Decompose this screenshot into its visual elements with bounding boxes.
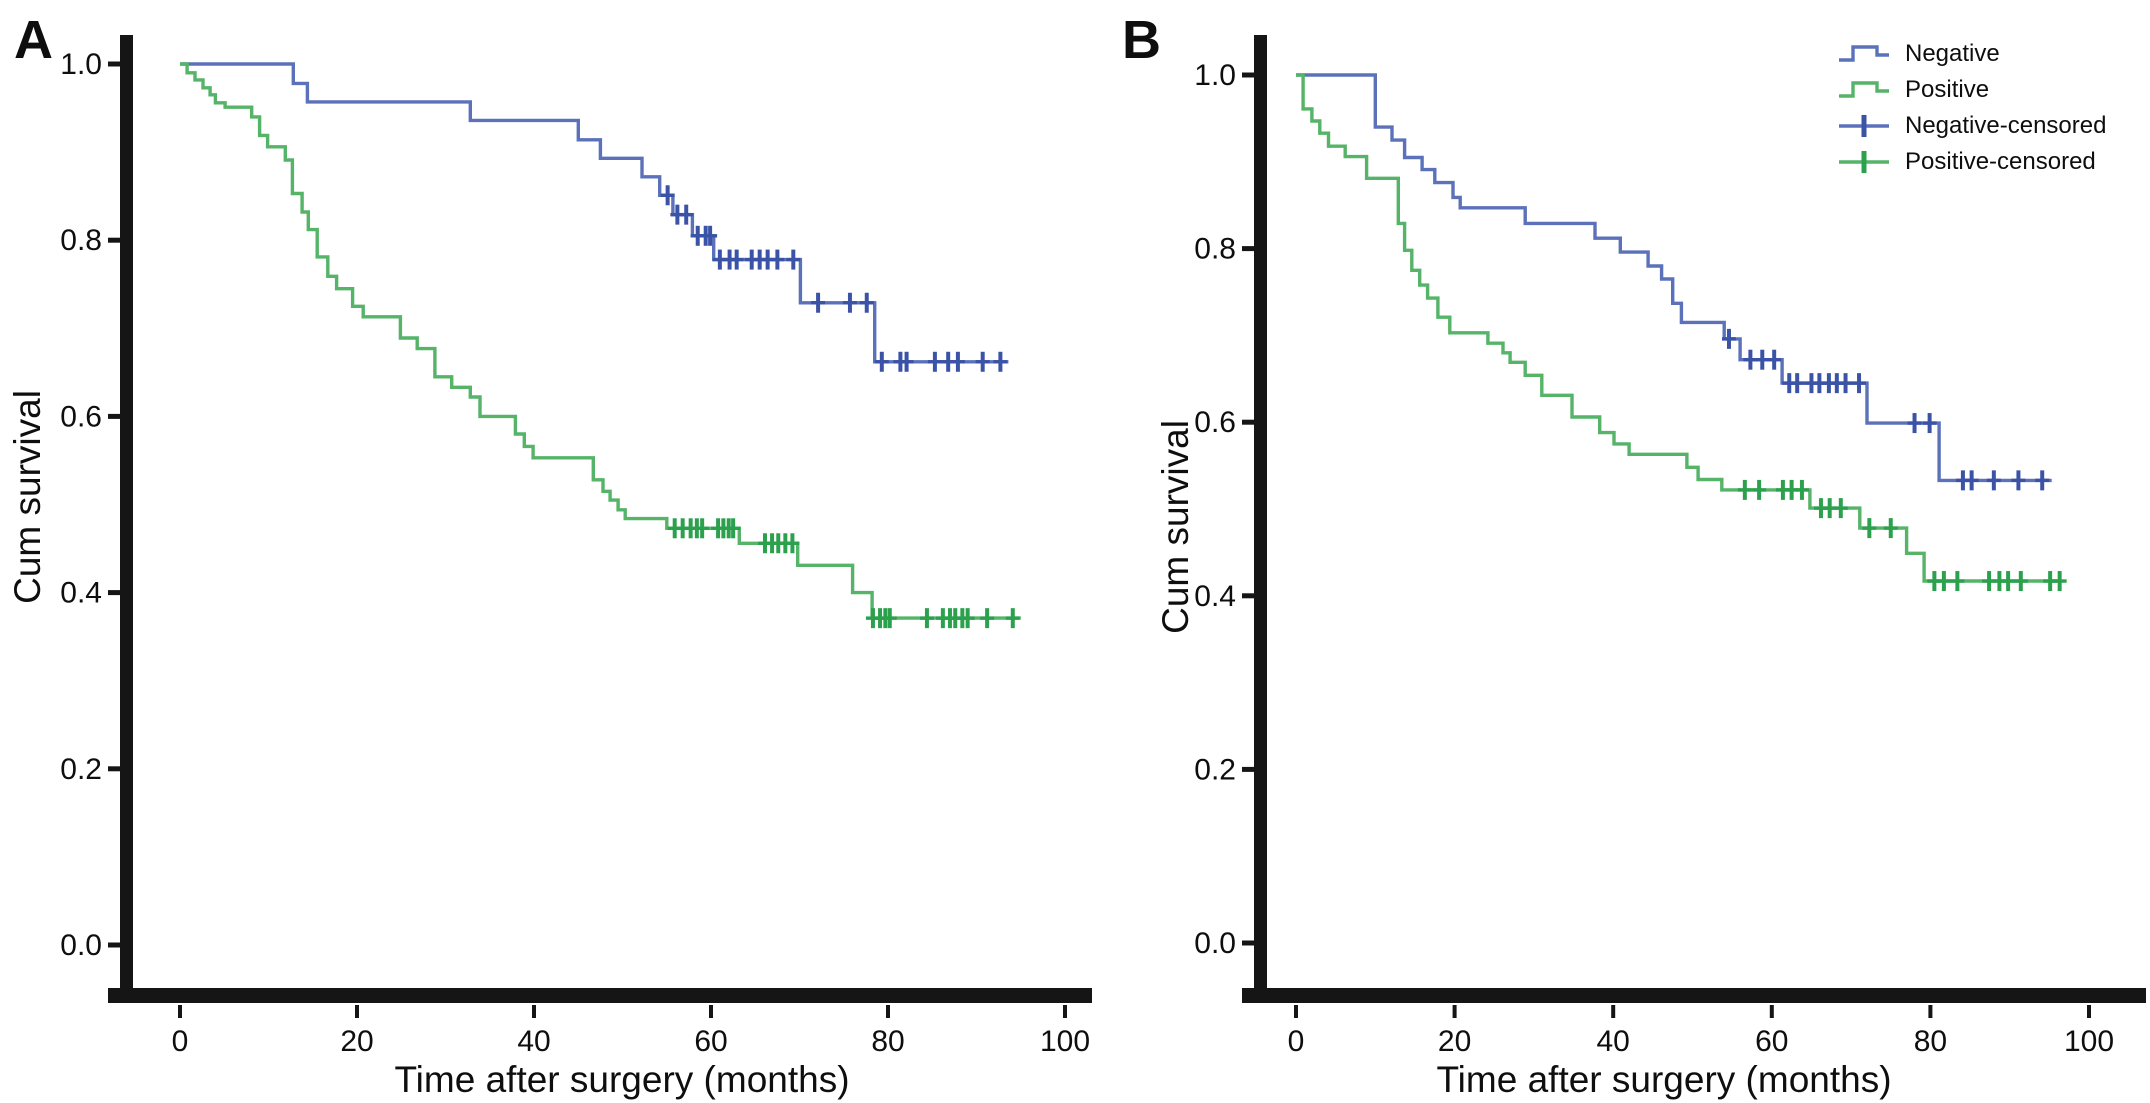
y-tick-label: 0.6 <box>1194 406 1236 439</box>
y-axis-tick <box>1242 72 1254 78</box>
x-axis-tick <box>1294 1005 1298 1018</box>
y-axis-bar <box>120 35 133 1003</box>
x-axis-tick <box>886 1005 890 1018</box>
y-tick-label: 0.2 <box>60 753 102 786</box>
x-axis-tick <box>178 1005 182 1018</box>
y-axis-tick <box>108 61 120 67</box>
y-axis-tick <box>108 413 120 419</box>
x-axis-tick <box>1452 1005 1457 1018</box>
x-axis-tick <box>532 1005 536 1018</box>
y-axis-tick <box>108 766 120 772</box>
x-tick-label: 20 <box>1438 1025 1471 1058</box>
panel-b-x-axis-title: Time after surgery (months) <box>1436 1059 1891 1100</box>
panel-b-letter: B <box>1122 10 1161 70</box>
y-axis-tick <box>108 590 120 596</box>
legend-item-negative: Negative <box>1836 36 2106 72</box>
x-axis-bar <box>108 988 1092 1003</box>
y-axis-tick <box>1242 593 1254 599</box>
x-tick-label: 60 <box>1755 1025 1788 1058</box>
y-tick-label: 0.0 <box>1194 927 1236 960</box>
y-tick-label: 0.2 <box>1194 753 1236 786</box>
negative-line-icon <box>1839 45 1889 62</box>
y-tick-label: 0.8 <box>1194 233 1236 266</box>
y-tick-label: 0.4 <box>1194 580 1236 613</box>
plots-layer: 0.0 0.2 0.4 0.6 0.8 1.0 0 20 40 60 80 100 0.0 0.2 0.4 0… <box>60 35 2146 1058</box>
y-tick-label: 0.4 <box>60 577 102 610</box>
x-tick-label: 100 <box>2064 1025 2114 1058</box>
x-axis-tick <box>1769 1005 1774 1018</box>
x-tick-label: 0 <box>1288 1025 1305 1058</box>
negative-censored-plus-icon <box>1839 115 1889 137</box>
legend-item-positive-censored: Positive-censored <box>1836 144 2106 180</box>
y-tick-label: 1.0 <box>1194 59 1236 92</box>
y-tick-label: 1.0 <box>60 48 102 81</box>
y-axis-tick <box>108 237 120 243</box>
legend-item-positive: Positive <box>1836 72 2106 108</box>
x-axis-tick <box>355 1005 359 1018</box>
x-axis-tick <box>2087 1005 2091 1018</box>
legend-label: Positive <box>1905 76 1990 103</box>
km-curve-negative <box>180 62 1009 364</box>
x-axis-bar <box>1242 988 2146 1003</box>
positive-censored-plus-icon <box>1839 151 1889 173</box>
x-tick-label: 80 <box>871 1025 904 1058</box>
x-axis-tick <box>1611 1005 1616 1018</box>
km-curve-positive <box>180 62 1021 620</box>
positive-line-icon <box>1839 81 1889 98</box>
y-axis-bar <box>1254 35 1267 1003</box>
y-tick-label: 0.8 <box>60 224 102 257</box>
y-axis-tick <box>1242 246 1254 252</box>
y-tick-label: 0.6 <box>60 400 102 433</box>
x-tick-label: 80 <box>1914 1025 1947 1058</box>
x-tick-label: 40 <box>1597 1025 1630 1058</box>
x-tick-label: 40 <box>517 1025 550 1058</box>
panel-a-letter: A <box>14 10 53 70</box>
y-axis-tick <box>1242 419 1254 425</box>
panel-b-y-axis-title: Cum survival <box>1155 420 1196 634</box>
x-axis-tick <box>1928 1005 1933 1018</box>
y-axis-tick <box>1242 766 1254 772</box>
x-axis-tick <box>709 1005 713 1018</box>
legend-step-line <box>1839 45 1889 62</box>
legend: Negative Positive Negative-censored Posi… <box>1836 36 2106 180</box>
panel-a-y-axis-title: Cum survival <box>7 390 48 604</box>
legend-label: Positive-censored <box>1905 148 2096 175</box>
x-tick-label: 20 <box>340 1025 373 1058</box>
y-tick-label: 0.0 <box>60 929 102 962</box>
km-curve-positive <box>1296 73 2061 583</box>
x-tick-label: 60 <box>694 1025 727 1058</box>
x-tick-label: 100 <box>1040 1025 1090 1058</box>
panel-a-x-axis-title: Time after surgery (months) <box>394 1059 849 1100</box>
x-tick-label: 0 <box>172 1025 189 1058</box>
legend-item-negative-censored: Negative-censored <box>1836 108 2106 144</box>
y-axis-tick <box>108 942 120 948</box>
legend-step-line <box>1839 81 1889 98</box>
legend-label: Negative <box>1905 40 2000 67</box>
legend-label: Negative-censored <box>1905 112 2107 139</box>
x-axis-tick <box>1063 1005 1067 1018</box>
y-axis-tick <box>1242 940 1254 946</box>
